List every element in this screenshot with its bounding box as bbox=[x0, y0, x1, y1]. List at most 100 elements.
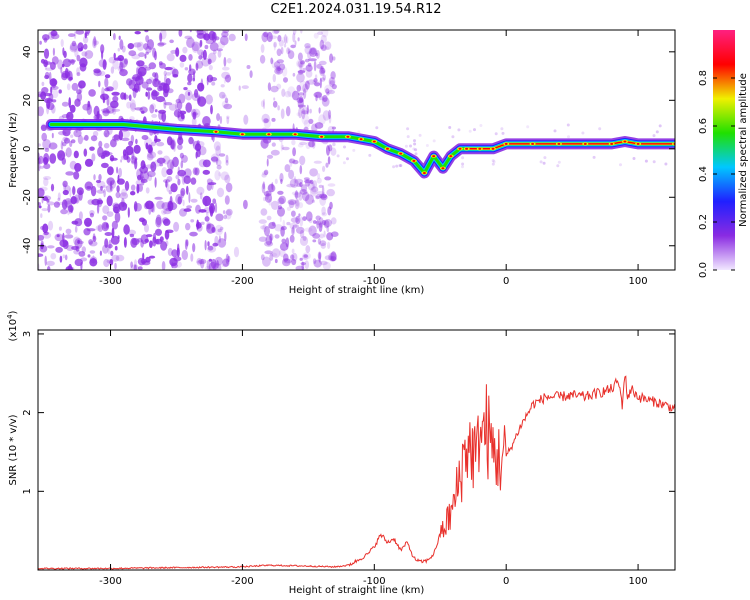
noise-blob bbox=[123, 224, 130, 235]
noise-blob bbox=[170, 183, 178, 193]
noise-blob bbox=[263, 31, 269, 38]
ridge-hotspot-core bbox=[359, 138, 363, 141]
noise-blob bbox=[326, 91, 330, 96]
noise-blob bbox=[42, 139, 51, 150]
noise-blob bbox=[304, 58, 310, 63]
noise-blob bbox=[110, 139, 117, 148]
noise-blob bbox=[317, 31, 323, 35]
noise-blob bbox=[65, 147, 72, 158]
noise-blob bbox=[71, 40, 77, 47]
noise-blob bbox=[41, 208, 49, 212]
noise-blob bbox=[269, 233, 274, 241]
noise-blob bbox=[97, 224, 104, 233]
noise-blob bbox=[273, 65, 280, 70]
noise-blob bbox=[155, 216, 162, 228]
noise-blob bbox=[69, 187, 72, 198]
noise-blob bbox=[166, 168, 173, 175]
noise-blob bbox=[326, 188, 336, 197]
noise-blob bbox=[178, 30, 183, 37]
noise-blob bbox=[298, 202, 304, 209]
y-multiplier-close: ) bbox=[8, 310, 19, 314]
ridge-hotspot-core bbox=[458, 147, 462, 150]
noise-blob bbox=[280, 226, 285, 237]
noise-blob bbox=[425, 144, 429, 147]
noise-blob bbox=[195, 62, 199, 71]
noise-blob bbox=[199, 40, 202, 48]
noise-blob bbox=[451, 135, 455, 139]
noise-blob bbox=[296, 84, 302, 92]
noise-blob bbox=[461, 162, 465, 166]
noise-blob bbox=[73, 171, 80, 180]
noise-blob bbox=[42, 195, 52, 201]
noise-blob bbox=[178, 93, 186, 104]
noise-blob bbox=[71, 220, 79, 225]
noise-blob bbox=[299, 235, 309, 246]
noise-blob bbox=[274, 67, 283, 75]
noise-blob bbox=[226, 115, 230, 120]
noise-blob bbox=[266, 158, 269, 167]
noise-blob bbox=[283, 258, 293, 264]
noise-blob bbox=[41, 196, 44, 204]
noise-blob bbox=[105, 184, 114, 193]
noise-blob bbox=[70, 59, 75, 65]
noise-blob bbox=[143, 202, 150, 210]
noise-blob bbox=[581, 131, 585, 135]
noise-blob bbox=[357, 130, 361, 134]
x-tick-label: 0 bbox=[503, 276, 509, 287]
noise-blob bbox=[321, 219, 327, 226]
noise-blob bbox=[329, 53, 334, 63]
x-axis-label: Height of straight line (km) bbox=[289, 585, 425, 596]
noise-blob bbox=[214, 202, 218, 213]
noise-blob bbox=[42, 231, 52, 239]
noise-blob bbox=[202, 49, 207, 61]
noise-blob bbox=[218, 235, 221, 244]
noise-blob bbox=[274, 178, 278, 184]
noise-blob bbox=[292, 225, 295, 234]
noise-blob bbox=[188, 136, 194, 145]
snr-frame bbox=[37, 329, 676, 571]
noise-blob bbox=[297, 92, 305, 96]
noise-blob bbox=[147, 90, 151, 100]
noise-blob bbox=[121, 188, 127, 197]
noise-blob bbox=[262, 181, 266, 190]
noise-blob bbox=[287, 50, 295, 60]
noise-blob bbox=[322, 261, 331, 270]
noise-blob bbox=[276, 59, 284, 64]
noise-blob bbox=[88, 239, 93, 245]
noise-blob bbox=[68, 33, 76, 37]
noise-blob bbox=[104, 238, 109, 249]
noise-blob bbox=[295, 215, 301, 225]
noise-blob bbox=[368, 153, 372, 157]
noise-blob bbox=[170, 139, 175, 150]
noise-blob bbox=[186, 185, 189, 195]
noise-blob bbox=[46, 260, 55, 267]
noise-blob bbox=[179, 152, 184, 159]
noise-blob bbox=[220, 35, 229, 46]
noise-blob bbox=[106, 177, 115, 186]
noise-blob bbox=[106, 86, 114, 92]
noise-blob bbox=[268, 183, 275, 193]
noise-blob bbox=[177, 169, 187, 177]
noise-blob bbox=[299, 189, 308, 195]
noise-blob bbox=[220, 84, 225, 88]
ridge-hotspot-core bbox=[372, 140, 376, 143]
noise-blob bbox=[152, 47, 157, 58]
noise-blob bbox=[82, 103, 91, 111]
noise-blob bbox=[306, 104, 309, 115]
noise-blob bbox=[149, 144, 153, 155]
noise-blob bbox=[264, 193, 273, 203]
noise-blob bbox=[74, 48, 79, 58]
noise-blob bbox=[114, 245, 118, 251]
ridge-hotspot-core bbox=[432, 155, 436, 158]
noise-blob bbox=[277, 207, 285, 217]
noise-blob bbox=[217, 228, 222, 233]
ridge-hotspot-core bbox=[504, 142, 508, 145]
noise-blob bbox=[299, 62, 303, 72]
noise-blob bbox=[303, 119, 311, 128]
noise-blob bbox=[44, 74, 50, 80]
noise-blob bbox=[104, 74, 111, 79]
noise-blob bbox=[133, 42, 142, 48]
ridge-hotspot-core bbox=[441, 167, 445, 170]
noise-blob bbox=[303, 88, 307, 100]
